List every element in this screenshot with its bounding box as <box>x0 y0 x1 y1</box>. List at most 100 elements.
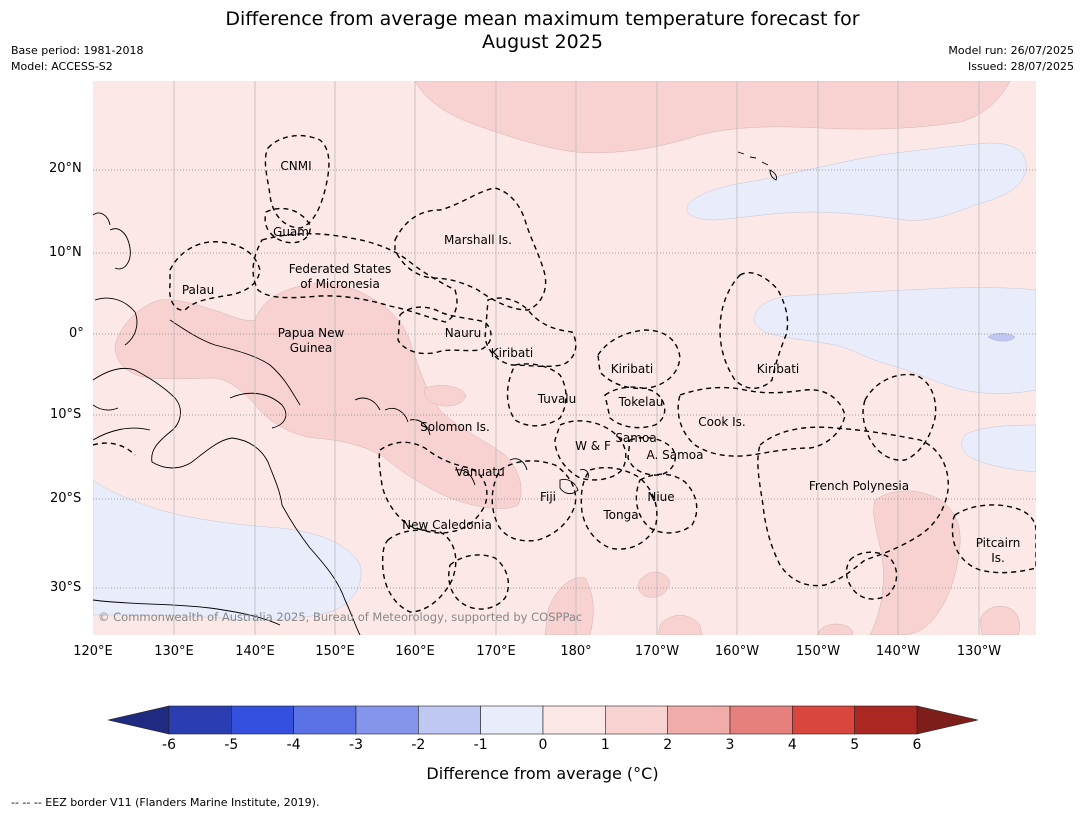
meta-right: Model run: 26/07/2025 Issued: 28/07/2025 <box>948 43 1074 75</box>
coastlines <box>93 151 777 635</box>
lat-label-30s: 30°S <box>50 580 82 595</box>
label-tonga: Tonga <box>602 508 638 522</box>
label-vanuatu: Vanuatu <box>455 465 505 479</box>
lon-label: 130°W <box>956 644 1002 659</box>
anomaly-warm-north <box>414 81 1011 154</box>
colorbar-swatch <box>729 705 793 735</box>
colorbar-label: Difference from average (°C) <box>426 764 659 783</box>
label-nauru: Nauru <box>445 326 481 340</box>
colorbar-tick-label: 0 <box>538 737 548 753</box>
lat-label-20n: 20°N <box>49 161 82 176</box>
colorbar-extend-high <box>916 705 979 735</box>
label-samoa: Samoa <box>615 431 656 445</box>
label-kiribati-west: Kiribati <box>491 346 533 360</box>
colorbar-tick-label: 6 <box>912 737 922 753</box>
lon-label: 170°W <box>634 644 680 659</box>
colorbar-swatch <box>792 705 855 735</box>
lat-label-10n: 10°N <box>49 245 82 260</box>
colorbar-swatch <box>231 705 294 735</box>
lon-label: 140°W <box>875 644 921 659</box>
anomaly-cool-equatorial-core <box>987 333 1016 342</box>
colorbar-swatch <box>667 705 731 735</box>
label-png-2: Guinea <box>290 341 333 355</box>
colorbar-swatch <box>480 705 544 735</box>
label-american-samoa: A. Samoa <box>647 448 704 462</box>
colorbar-swatch <box>168 705 232 735</box>
label-tuvalu: Tuvalu <box>537 392 577 406</box>
lon-label: 170°E <box>476 644 516 659</box>
label-png-1: Papua New <box>278 326 345 340</box>
colorbar-extend-low <box>107 705 170 735</box>
label-kiribati-central: Kiribati <box>611 362 653 376</box>
colorbar-tick-label: 1 <box>600 737 610 753</box>
colorbar-tick-label: 3 <box>725 737 735 753</box>
anomaly-cool-north-pacific <box>686 142 1027 221</box>
colorbar-swatch <box>605 705 668 735</box>
label-cnmi: CNMI <box>280 159 311 173</box>
colorbar-tick-label: -6 <box>162 737 176 753</box>
label-palau: Palau <box>182 283 214 297</box>
label-new-caledonia: New Caledonia <box>402 518 492 532</box>
lon-label: 150°E <box>315 644 355 659</box>
lon-label: 160°W <box>714 644 760 659</box>
label-french-polynesia: French Polynesia <box>809 479 909 493</box>
map-canvas: CNMI Guam Marshall Is. Federated States … <box>93 81 1036 635</box>
colorbar <box>107 705 979 735</box>
lat-label-eq: 0° <box>69 326 84 341</box>
label-niue: Niue <box>647 490 674 504</box>
colorbar-swatch <box>293 705 357 735</box>
colorbar-tick-label: 2 <box>663 737 673 753</box>
anomaly-warm-south-3 <box>657 615 703 635</box>
colorbar-tick-label: -2 <box>411 737 426 753</box>
model-run: Model run: 26/07/2025 <box>948 44 1074 57</box>
model-name: Model: ACCESS-S2 <box>11 60 113 73</box>
meta-left: Base period: 1981-2018 Model: ACCESS-S2 <box>11 43 143 75</box>
issued-date: Issued: 28/07/2025 <box>967 60 1074 73</box>
colorbar-tick-label: -1 <box>473 737 488 753</box>
label-fsm-1: Federated States <box>289 262 391 276</box>
colorbar-tick-label: 5 <box>850 737 860 753</box>
colorbar-swatch <box>854 705 918 735</box>
label-kiribati-east: Kiribati <box>757 362 799 376</box>
anomaly-warm-south-5 <box>817 623 854 635</box>
anomaly-cool-east-south <box>961 424 1036 473</box>
lon-label: 150°W <box>795 644 841 659</box>
label-marshall: Marshall Is. <box>444 233 512 247</box>
lat-label-10s: 10°S <box>50 407 82 422</box>
lat-label-20s: 20°S <box>50 491 82 506</box>
anomaly-warm-png-vanuatu <box>114 283 522 509</box>
label-cook: Cook Is. <box>698 415 745 429</box>
colorbar-swatch <box>355 705 419 735</box>
footnote-eez: -- -- -- EEZ border V11 (Flanders Marine… <box>11 796 320 809</box>
anomaly-warm-solomon-small <box>424 385 467 407</box>
label-tokelau: Tokelau <box>618 395 664 409</box>
lon-label: 120°E <box>73 644 113 659</box>
label-wf: W & F <box>575 439 611 453</box>
anomaly-warm-south-1 <box>544 577 594 635</box>
anomaly-warm-southeast <box>869 490 961 635</box>
label-pitcairn-1: Pitcairn <box>976 536 1021 550</box>
chart-title-line-1: Difference from average mean maximum tem… <box>225 8 860 30</box>
colorbar-tick-label: -3 <box>349 737 363 753</box>
colorbar-tick-label: 4 <box>787 737 797 753</box>
eez-borders <box>93 134 1036 613</box>
lon-label: 140°E <box>235 644 275 659</box>
anomaly-cool-australia <box>93 479 362 621</box>
label-guam: Guam <box>273 225 309 239</box>
colorbar-tick-label: -4 <box>286 737 301 753</box>
colorbar-tick-label: -5 <box>224 737 239 753</box>
label-fiji: Fiji <box>540 490 556 504</box>
chart-title-line-2: August 2025 <box>482 31 603 53</box>
lon-label: 180° <box>560 644 592 659</box>
copyright-notice: © Commonwealth of Australia 2025, Bureau… <box>98 610 582 624</box>
label-fsm-2: of Micronesia <box>300 277 380 291</box>
lon-label: 160°E <box>395 644 435 659</box>
label-pitcairn-2: Is. <box>991 551 1005 565</box>
base-period: Base period: 1981-2018 <box>11 44 144 57</box>
latitude-lines <box>93 169 1036 589</box>
colorbar-swatch <box>542 705 606 735</box>
region-labels: CNMI Guam Marshall Is. Federated States … <box>182 159 1020 565</box>
lon-label: 130°E <box>154 644 194 659</box>
colorbar-swatch <box>418 705 481 735</box>
